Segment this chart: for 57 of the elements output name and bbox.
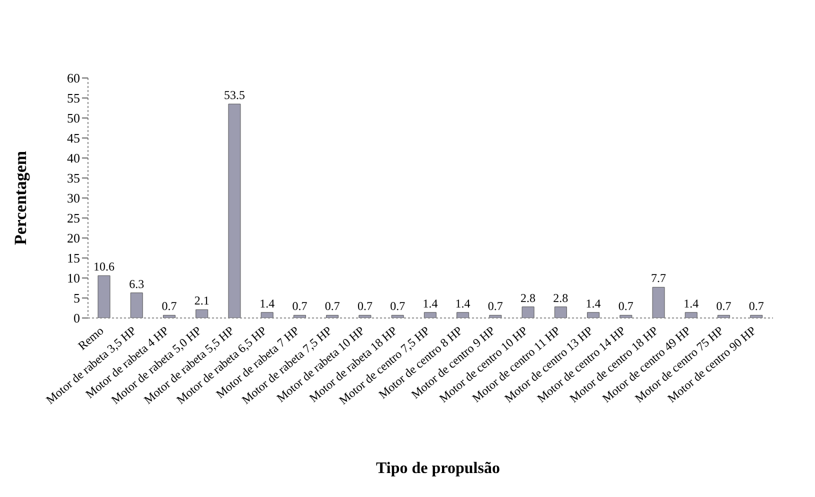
y-tick-label: 0 xyxy=(74,310,80,326)
bar xyxy=(228,104,241,318)
bar xyxy=(620,314,632,318)
data-label: 2.8 xyxy=(553,290,568,305)
data-label: 7.7 xyxy=(651,271,666,286)
data-label: 0.7 xyxy=(488,299,503,314)
bar xyxy=(652,286,665,318)
data-label: 0.7 xyxy=(618,299,634,314)
y-tick-label: 5 xyxy=(74,290,80,306)
data-label: 6.3 xyxy=(129,276,144,291)
bar xyxy=(522,306,534,318)
y-axis-title: Percentagem xyxy=(11,150,30,246)
y-tick-label: 60 xyxy=(67,70,80,86)
y-tick-label: 50 xyxy=(67,110,80,126)
y-tick-label: 10 xyxy=(67,270,80,286)
data-label: 1.4 xyxy=(684,296,699,310)
data-label: 53.5 xyxy=(224,88,245,102)
y-tick-label: 20 xyxy=(67,230,80,246)
data-label: 0.7 xyxy=(324,299,340,314)
bar xyxy=(293,314,306,318)
data-label: 0.7 xyxy=(748,299,764,314)
y-tick-label: 45 xyxy=(67,130,80,146)
bar xyxy=(260,312,274,318)
y-tick-label: 15 xyxy=(67,250,80,266)
y-tick-label: 30 xyxy=(67,190,80,206)
data-label: 2.8 xyxy=(520,290,536,305)
data-label: 0.7 xyxy=(390,299,406,314)
bar xyxy=(718,314,730,318)
data-label: 0.7 xyxy=(716,299,732,314)
bar xyxy=(424,312,436,318)
data-label: 1.4 xyxy=(586,296,601,310)
data-label: 10.6 xyxy=(94,260,114,274)
bar xyxy=(130,292,143,318)
data-label: 1.4 xyxy=(422,296,438,310)
data-label: 0.7 xyxy=(357,299,372,314)
bar xyxy=(750,314,763,318)
data-label: 1.4 xyxy=(260,296,275,310)
bar xyxy=(554,306,567,318)
bar xyxy=(326,314,339,318)
bar xyxy=(587,312,600,318)
bar xyxy=(456,312,470,318)
bar xyxy=(196,309,208,318)
y-tick-label: 35 xyxy=(67,170,80,186)
data-label: 0.7 xyxy=(292,299,308,314)
bar xyxy=(98,275,110,318)
x-axis-title: Tipo de propulsão xyxy=(375,460,501,478)
bar xyxy=(489,314,502,318)
data-label: 1.4 xyxy=(455,296,470,310)
data-label: 0.7 xyxy=(162,299,177,314)
bar xyxy=(391,314,404,318)
bar xyxy=(162,314,176,318)
y-tick-label: 25 xyxy=(67,210,80,226)
y-tick-label: 40 xyxy=(67,150,80,166)
data-label: 2.1 xyxy=(194,294,210,308)
bar xyxy=(684,312,698,318)
bar xyxy=(358,314,372,318)
y-tick-label: 55 xyxy=(67,90,80,106)
